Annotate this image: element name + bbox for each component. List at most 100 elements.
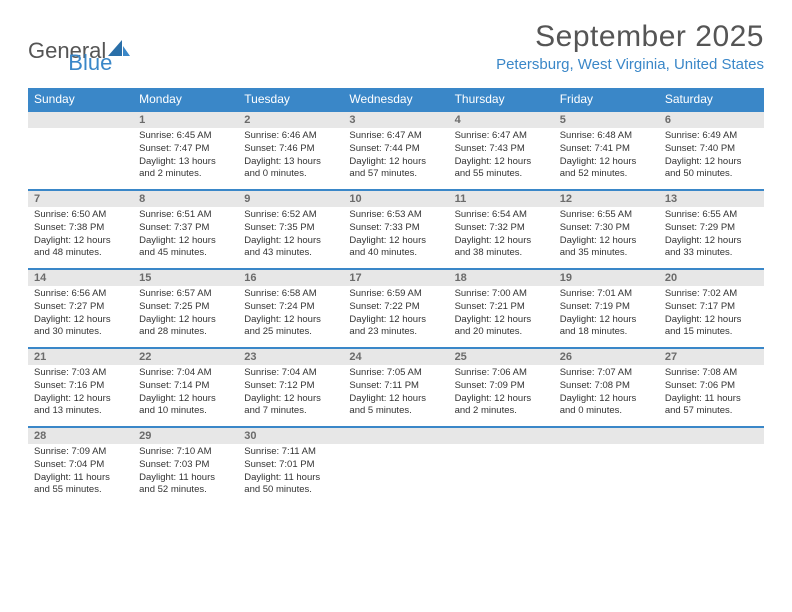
- sunrise-text: Sunrise: 7:04 AM: [244, 367, 337, 380]
- day-number: 19: [554, 269, 659, 286]
- sunset-text: Sunset: 7:14 PM: [139, 380, 232, 393]
- day-cell: Sunrise: 6:49 AMSunset: 7:40 PMDaylight:…: [659, 128, 764, 190]
- sunset-text: Sunset: 7:43 PM: [455, 143, 548, 156]
- sunset-text: Sunset: 7:04 PM: [34, 459, 127, 472]
- sunrise-text: Sunrise: 6:54 AM: [455, 209, 548, 222]
- daylight-text: Daylight: 12 hours and 7 minutes.: [244, 393, 337, 419]
- sunset-text: Sunset: 7:35 PM: [244, 222, 337, 235]
- sunrise-text: Sunrise: 7:00 AM: [455, 288, 548, 301]
- location-subtitle: Petersburg, West Virginia, United States: [496, 56, 764, 73]
- day-number: [28, 111, 133, 128]
- day-cell: Sunrise: 6:50 AMSunset: 7:38 PMDaylight:…: [28, 207, 133, 269]
- sunset-text: Sunset: 7:19 PM: [560, 301, 653, 314]
- day-cell: [659, 444, 764, 506]
- day-number: 27: [659, 348, 764, 365]
- day-number: 13: [659, 190, 764, 207]
- sunrise-text: Sunrise: 6:56 AM: [34, 288, 127, 301]
- day-number: 14: [28, 269, 133, 286]
- day-content-row: Sunrise: 7:09 AMSunset: 7:04 PMDaylight:…: [28, 444, 764, 506]
- day-content-row: Sunrise: 6:45 AMSunset: 7:47 PMDaylight:…: [28, 128, 764, 190]
- sunset-text: Sunset: 7:38 PM: [34, 222, 127, 235]
- day-number: 3: [343, 111, 448, 128]
- daylight-text: Daylight: 12 hours and 52 minutes.: [560, 156, 653, 182]
- weekday-header: Friday: [554, 88, 659, 110]
- day-content-row: Sunrise: 6:50 AMSunset: 7:38 PMDaylight:…: [28, 207, 764, 269]
- daylight-text: Daylight: 12 hours and 18 minutes.: [560, 314, 653, 340]
- daylight-text: Daylight: 11 hours and 55 minutes.: [34, 472, 127, 498]
- day-number: 29: [133, 427, 238, 444]
- sunset-text: Sunset: 7:21 PM: [455, 301, 548, 314]
- day-cell: Sunrise: 6:53 AMSunset: 7:33 PMDaylight:…: [343, 207, 448, 269]
- header: General Blue September 2025 Petersburg, …: [28, 20, 764, 76]
- day-cell: Sunrise: 7:04 AMSunset: 7:14 PMDaylight:…: [133, 365, 238, 427]
- daylight-text: Daylight: 12 hours and 10 minutes.: [139, 393, 232, 419]
- sunset-text: Sunset: 7:37 PM: [139, 222, 232, 235]
- day-number: 28: [28, 427, 133, 444]
- daylight-text: Daylight: 11 hours and 52 minutes.: [139, 472, 232, 498]
- weekday-header: Saturday: [659, 88, 764, 110]
- sunset-text: Sunset: 7:27 PM: [34, 301, 127, 314]
- day-content-row: Sunrise: 6:56 AMSunset: 7:27 PM Daylight:…: [28, 286, 764, 348]
- weekday-header-row: Sunday Monday Tuesday Wednesday Thursday…: [28, 88, 764, 110]
- daylight-text: Daylight: 12 hours and 38 minutes.: [455, 235, 548, 261]
- sunset-text: Sunset: 7:32 PM: [455, 222, 548, 235]
- day-cell: Sunrise: 6:59 AMSunset: 7:22 PMDaylight:…: [343, 286, 448, 348]
- daylight-text: Daylight: 12 hours and 57 minutes.: [349, 156, 442, 182]
- day-cell: [343, 444, 448, 506]
- sunset-text: Sunset: 7:08 PM: [560, 380, 653, 393]
- day-number: 4: [449, 111, 554, 128]
- daylight-text: Daylight: 13 hours and 0 minutes.: [244, 156, 337, 182]
- sunrise-text: Sunrise: 7:11 AM: [244, 446, 337, 459]
- sunrise-text: Sunrise: 7:10 AM: [139, 446, 232, 459]
- sunset-text: Sunset: 7:46 PM: [244, 143, 337, 156]
- daylight-text: Daylight: 12 hours and 28 minutes.: [139, 314, 232, 340]
- daylight-text: Daylight: 11 hours and 57 minutes.: [665, 393, 758, 419]
- sunrise-text: Sunrise: 6:48 AM: [560, 130, 653, 143]
- sunrise-text: Sunrise: 6:45 AM: [139, 130, 232, 143]
- sunset-text: Sunset: 7:09 PM: [455, 380, 548, 393]
- day-number-row: 123456: [28, 111, 764, 128]
- sunset-text: Sunset: 7:17 PM: [665, 301, 758, 314]
- daylight-text: Daylight: 12 hours and 23 minutes.: [349, 314, 442, 340]
- calendar-body: 123456Sunrise: 6:45 AMSunset: 7:47 PMDay…: [28, 110, 764, 506]
- weekday-header: Monday: [133, 88, 238, 110]
- daylight-text: Daylight: 12 hours and 25 minutes.: [244, 314, 337, 340]
- weekday-header: Thursday: [449, 88, 554, 110]
- day-number: 6: [659, 111, 764, 128]
- daylight-text: Daylight: 12 hours and 0 minutes.: [560, 393, 653, 419]
- daylight-text: Daylight: 12 hours and 40 minutes.: [349, 235, 442, 261]
- day-cell: Sunrise: 7:06 AMSunset: 7:09 PMDaylight:…: [449, 365, 554, 427]
- sunrise-text: Sunrise: 6:55 AM: [560, 209, 653, 222]
- day-number: 24: [343, 348, 448, 365]
- day-cell: Sunrise: 7:05 AMSunset: 7:11 PMDaylight:…: [343, 365, 448, 427]
- day-number: 17: [343, 269, 448, 286]
- day-content-row: Sunrise: 7:03 AMSunset: 7:16 PMDaylight:…: [28, 365, 764, 427]
- sunset-text: Sunset: 7:30 PM: [560, 222, 653, 235]
- daylight-text: Daylight: 12 hours and 20 minutes.: [455, 314, 548, 340]
- day-cell: Sunrise: 7:09 AMSunset: 7:04 PMDaylight:…: [28, 444, 133, 506]
- day-number: [449, 427, 554, 444]
- daylight-text: Daylight: 12 hours and 45 minutes.: [139, 235, 232, 261]
- calendar-table: Sunday Monday Tuesday Wednesday Thursday…: [28, 88, 764, 110]
- day-number: 15: [133, 269, 238, 286]
- day-cell: Sunrise: 7:07 AMSunset: 7:08 PMDaylight:…: [554, 365, 659, 427]
- weekday-header: Wednesday: [343, 88, 448, 110]
- day-cell: Sunrise: 6:57 AMSunset: 7:25 PMDaylight:…: [133, 286, 238, 348]
- daylight-text: Daylight: 13 hours and 2 minutes.: [139, 156, 232, 182]
- logo: General Blue: [28, 26, 112, 76]
- day-number: 22: [133, 348, 238, 365]
- sunset-text: Sunset: 7:16 PM: [34, 380, 127, 393]
- sunrise-text: Sunrise: 6:52 AM: [244, 209, 337, 222]
- daylight-text: Daylight: 12 hours and 55 minutes.: [455, 156, 548, 182]
- sunset-text: Sunset: 7:11 PM: [349, 380, 442, 393]
- sunset-text: Sunset: 7:06 PM: [665, 380, 758, 393]
- day-cell: Sunrise: 6:52 AMSunset: 7:35 PMDaylight:…: [238, 207, 343, 269]
- day-cell: Sunrise: 7:10 AMSunset: 7:03 PMDaylight:…: [133, 444, 238, 506]
- sunrise-text: Sunrise: 6:47 AM: [455, 130, 548, 143]
- day-cell: Sunrise: 6:58 AMSunset: 7:24 PMDaylight:…: [238, 286, 343, 348]
- weekday-header: Sunday: [28, 88, 133, 110]
- day-number: 18: [449, 269, 554, 286]
- day-number: 9: [238, 190, 343, 207]
- day-cell: Sunrise: 6:47 AMSunset: 7:43 PMDaylight:…: [449, 128, 554, 190]
- sunrise-text: Sunrise: 6:46 AM: [244, 130, 337, 143]
